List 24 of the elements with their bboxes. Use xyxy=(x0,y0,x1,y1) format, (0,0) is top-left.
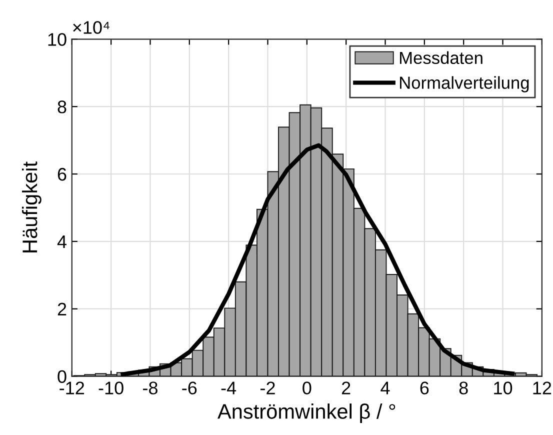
x-tick-label: 0 xyxy=(302,382,312,394)
y-tick-label: 4 xyxy=(57,236,66,248)
x-tick-label: 8 xyxy=(459,382,468,394)
y-tick-label: 0 xyxy=(58,370,66,383)
y-tick-label: 2 xyxy=(58,302,66,316)
y-axis-title: Häufigkeit xyxy=(22,162,42,252)
legend-label: Normalverteilung xyxy=(400,76,529,92)
y-tick-label: 8 xyxy=(58,100,66,114)
x-tick-label: -6 xyxy=(182,382,197,394)
x-tick-label: -10 xyxy=(98,382,124,394)
x-tick-label: -2 xyxy=(260,382,275,394)
y-tick-label: 6 xyxy=(58,168,66,181)
x-tick-label: 4 xyxy=(380,382,390,394)
x-tick-label: 6 xyxy=(420,382,429,394)
x-tick-label: -4 xyxy=(221,382,236,394)
x-tick-label: 10 xyxy=(494,382,512,394)
x-tick-label: 2 xyxy=(342,382,350,394)
x-tick-label: -8 xyxy=(143,382,158,394)
y-tick-label: 10 xyxy=(48,33,66,46)
x-tick-label: -12 xyxy=(60,382,84,394)
text: ×10⁴ xyxy=(73,21,110,34)
legend-label: Messdaten xyxy=(400,51,482,64)
x-tick-label: 12 xyxy=(533,382,552,394)
x-axis-title: Anströmwinkel β / ° xyxy=(218,404,396,423)
